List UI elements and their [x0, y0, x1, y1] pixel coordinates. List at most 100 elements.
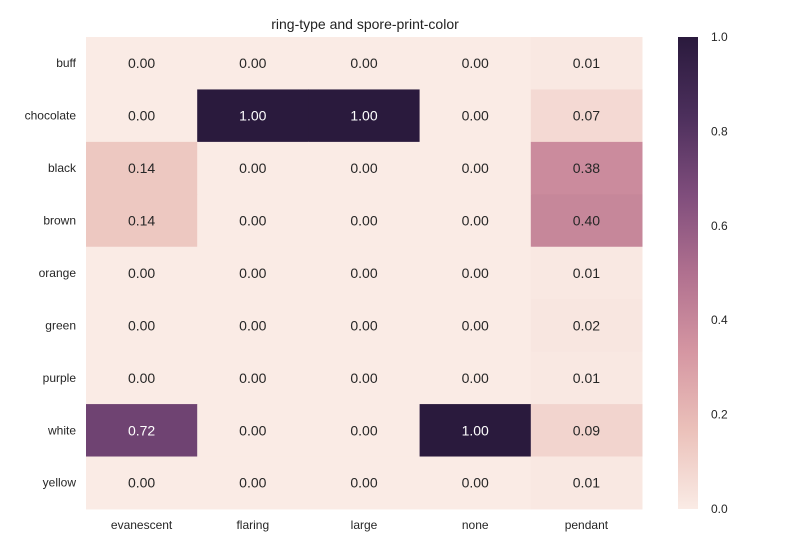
heatmap-cell	[419, 404, 532, 458]
cell-value-label: 0.14	[128, 160, 155, 176]
heatmap-cell	[530, 404, 643, 458]
heatmap-cell	[530, 351, 643, 405]
cell-value-label: 0.00	[128, 475, 155, 491]
heatmap-cell	[86, 194, 198, 248]
heatmap-cell	[197, 351, 309, 405]
heatmap-cell	[86, 456, 198, 510]
heatmap-cell	[197, 194, 309, 248]
heatmap-cell	[308, 456, 421, 510]
heatmap-cell	[419, 37, 532, 90]
heatmap-cell	[308, 246, 421, 300]
heatmap-cell	[86, 141, 198, 195]
heatmap-cell	[308, 89, 421, 143]
cell-value-label: 0.38	[573, 160, 600, 176]
x-tick-label: pendant	[565, 518, 609, 532]
heatmap-cell	[308, 37, 421, 90]
y-tick-label: white	[47, 423, 76, 437]
colorbar-tick-label: 1.0	[711, 30, 728, 44]
x-tick-label: evanescent	[111, 518, 173, 532]
cell-value-label: 0.01	[573, 475, 600, 491]
heatmap-cell	[197, 89, 309, 143]
x-tick-label: none	[462, 518, 489, 532]
y-tick-label: chocolate	[25, 109, 77, 123]
cell-value-label: 0.09	[573, 422, 600, 438]
colorbar-tick-label: 0.0	[711, 502, 728, 516]
colorbar-tick-labels: 0.0 0.2 0.4 0.6 0.8 1.0	[711, 30, 728, 516]
heatmap-cell	[419, 456, 532, 510]
cell-value-label: 0.00	[128, 370, 155, 386]
heatmap-cell	[197, 37, 309, 90]
heatmap-cell	[530, 299, 643, 353]
heatmap-cell	[308, 141, 421, 195]
colorbar-tick-label: 0.8	[711, 124, 728, 138]
cell-value-label: 0.00	[128, 317, 155, 333]
heatmap-cell	[86, 351, 198, 405]
cell-value-label: 0.00	[350, 160, 377, 176]
heatmap-cell	[530, 456, 643, 510]
colorbar-tick-label: 0.2	[711, 408, 728, 422]
y-tick-label: brown	[43, 214, 76, 228]
cell-value-label: 0.00	[462, 370, 489, 386]
heatmap-cell	[530, 246, 643, 300]
heatmap-cell	[530, 194, 643, 248]
heatmap-cell	[86, 299, 198, 353]
cell-value-label: 0.00	[462, 55, 489, 71]
cell-value-label: 0.00	[350, 370, 377, 386]
colorbar	[678, 37, 698, 509]
y-tick-label: yellow	[43, 476, 77, 490]
heatmap-cell	[308, 351, 421, 405]
heatmap-cell	[419, 194, 532, 248]
heatmap-cell	[197, 456, 309, 510]
colorbar-tick-label: 0.4	[711, 313, 728, 327]
heatmap-cell	[419, 299, 532, 353]
cell-value-label: 0.00	[462, 265, 489, 281]
heatmap-cell	[197, 404, 309, 458]
cell-value-label: 0.00	[239, 475, 266, 491]
cell-value-label: 0.00	[350, 422, 377, 438]
cell-value-label: 0.00	[462, 108, 489, 124]
cell-value-label: 0.14	[128, 213, 155, 229]
cell-value-label: 0.00	[462, 475, 489, 491]
y-tick-label: black	[48, 161, 77, 175]
cell-value-label: 0.01	[573, 265, 600, 281]
chart-title: ring-type and spore-print-color	[271, 16, 459, 32]
heatmap-cell	[419, 351, 532, 405]
cell-value-label: 0.00	[239, 265, 266, 281]
cell-value-label: 0.00	[462, 160, 489, 176]
cell-value-label: 0.07	[573, 108, 600, 124]
cell-value-label: 0.00	[239, 160, 266, 176]
heatmap-cell	[86, 89, 198, 143]
cell-value-label: 0.00	[239, 213, 266, 229]
cell-value-label: 0.00	[239, 55, 266, 71]
cell-value-label: 0.00	[350, 475, 377, 491]
cell-value-label: 0.00	[239, 317, 266, 333]
heatmap-cell	[419, 246, 532, 300]
y-tick-label: orange	[39, 266, 77, 280]
heatmap-cells: 0.00 0.00 0.00 0.00 0.01 0.00 1.00 1.00 0.00 0.07…	[86, 37, 643, 510]
heatmap-cell	[308, 404, 421, 458]
heatmap-cell	[419, 141, 532, 195]
heatmap-cell	[308, 194, 421, 248]
x-axis-labels: evanescent flaring large none pendant	[111, 518, 609, 532]
cell-value-label: 0.01	[573, 55, 600, 71]
heatmap-cell	[530, 89, 643, 143]
x-tick-label: large	[351, 518, 378, 532]
cell-value-label: 0.00	[239, 422, 266, 438]
heatmap-cell	[308, 299, 421, 353]
heatmap-cell	[530, 37, 643, 90]
heatmap-cell	[197, 299, 309, 353]
heatmap-cell	[197, 246, 309, 300]
cell-value-label: 0.00	[128, 265, 155, 281]
heatmap-cell	[197, 141, 309, 195]
cell-value-label: 0.00	[462, 213, 489, 229]
heatmap-cell	[86, 246, 198, 300]
cell-value-label: 0.00	[350, 213, 377, 229]
cell-value-label: 0.00	[350, 265, 377, 281]
y-axis-labels: buff chocolate black brown orange green purple…	[25, 56, 77, 490]
heatmap-cell	[86, 37, 198, 90]
cell-value-label: 0.00	[128, 55, 155, 71]
heatmap-cell	[530, 141, 643, 195]
cell-value-label: 0.01	[573, 370, 600, 386]
colorbar-tick-label: 0.6	[711, 219, 728, 233]
